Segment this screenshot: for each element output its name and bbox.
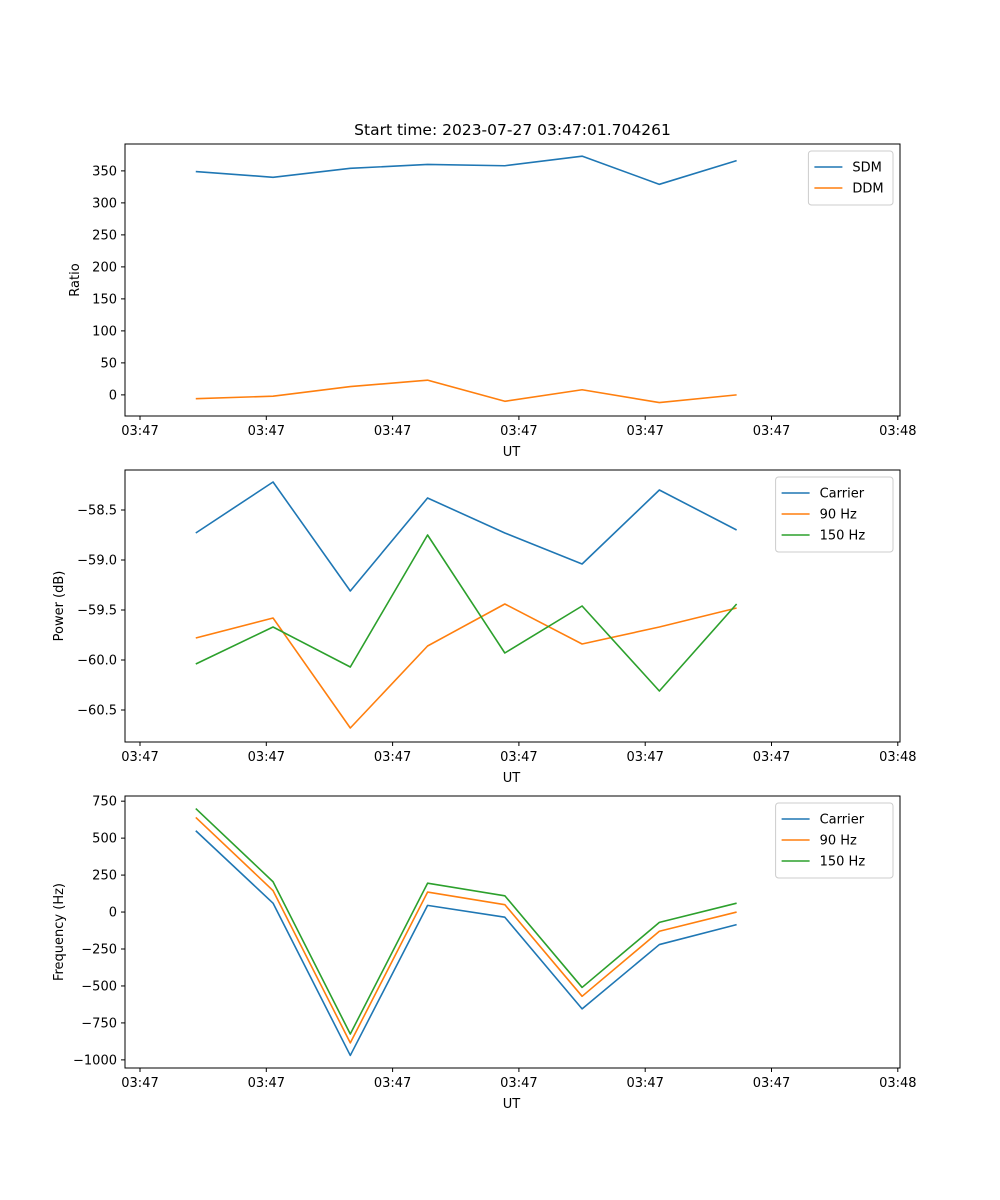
y-tick-label: −250 bbox=[81, 943, 117, 958]
legend-label-carrier: Carrier bbox=[820, 813, 865, 828]
chart-panel-1: 03:47 03:47 03:47 03:47 03:47 03:47 03:48 0 50 10… bbox=[68, 121, 917, 460]
y-tick-label: 0 bbox=[109, 388, 117, 403]
x-tick-label: 03:47 bbox=[248, 750, 285, 765]
x-axis-label: UT bbox=[503, 1097, 521, 1112]
legend-label-ddm: DDM bbox=[852, 182, 883, 197]
plot-frame bbox=[124, 795, 901, 1069]
y-tick-label: 250 bbox=[92, 228, 117, 243]
y-tick-label: 300 bbox=[92, 196, 117, 211]
legend-label-150-hz: 150 Hz bbox=[820, 855, 866, 870]
legend-box bbox=[807, 150, 894, 206]
x-tick-label: 03:47 bbox=[753, 424, 790, 439]
x-tick-label: 03:47 bbox=[374, 1076, 411, 1091]
chart-panel-3: 03:47 03:47 03:47 03:47 03:47 03:47 03:48 −1000… bbox=[52, 795, 917, 1112]
y-axis-label: Frequency (Hz) bbox=[52, 883, 67, 981]
x-tick-label: 03:47 bbox=[248, 1076, 285, 1091]
chart-title: Start time: 2023-07-27 03:47:01.704261 bbox=[354, 121, 671, 139]
x-tick-label: 03:47 bbox=[374, 424, 411, 439]
plot-frame bbox=[124, 143, 901, 417]
series-line-150-hz bbox=[195, 534, 738, 692]
legend-label-150-hz: 150 Hz bbox=[820, 529, 866, 544]
series-line-carrier bbox=[195, 481, 737, 592]
x-tick-label: 03:47 bbox=[374, 750, 411, 765]
y-tick-label: 150 bbox=[92, 292, 117, 307]
series-line-carrier bbox=[195, 830, 737, 1057]
series-line-90-hz bbox=[195, 816, 737, 1044]
legend: Carrier 90 Hz 150 Hz bbox=[775, 476, 894, 553]
y-tick-label: 750 bbox=[92, 795, 117, 810]
x-tick-label: 03:47 bbox=[500, 1076, 537, 1091]
x-axis-label: UT bbox=[503, 445, 521, 460]
y-tick-label: −60.0 bbox=[77, 654, 117, 669]
x-tick-label: 03:47 bbox=[753, 750, 790, 765]
legend-label-90-hz: 90 Hz bbox=[820, 508, 857, 523]
legend-box bbox=[775, 802, 894, 879]
y-tick-label: 500 bbox=[92, 832, 117, 847]
y-tick-label: 350 bbox=[92, 164, 117, 179]
y-tick-label: 0 bbox=[109, 906, 117, 921]
series-line-ddm bbox=[195, 379, 737, 404]
plot-frame bbox=[124, 469, 901, 743]
series-line-sdm bbox=[195, 155, 737, 186]
legend-label-90-hz: 90 Hz bbox=[820, 834, 857, 849]
y-tick-label: −1000 bbox=[73, 1053, 117, 1068]
x-tick-label: 03:47 bbox=[626, 424, 663, 439]
series-line-90-hz bbox=[195, 603, 737, 729]
y-tick-label: −60.5 bbox=[77, 704, 117, 719]
y-tick-label: 250 bbox=[92, 869, 117, 884]
x-tick-label: 03:47 bbox=[500, 750, 537, 765]
x-tick-label: 03:47 bbox=[753, 1076, 790, 1091]
legend: Carrier 90 Hz 150 Hz bbox=[775, 802, 894, 879]
x-tick-label: 03:48 bbox=[879, 424, 916, 439]
x-tick-label: 03:47 bbox=[248, 424, 285, 439]
legend-box bbox=[775, 476, 894, 553]
y-tick-label: −750 bbox=[81, 1016, 117, 1031]
x-tick-label: 03:47 bbox=[121, 750, 158, 765]
y-tick-label: 200 bbox=[92, 260, 117, 275]
legend-label-carrier: Carrier bbox=[820, 487, 865, 502]
x-tick-label: 03:47 bbox=[121, 424, 158, 439]
y-tick-label: −500 bbox=[81, 979, 117, 994]
x-axis-label: UT bbox=[503, 771, 521, 786]
y-axis-label: Power (dB) bbox=[52, 571, 67, 642]
legend: SDM DDM bbox=[807, 150, 894, 206]
x-tick-label: 03:47 bbox=[626, 1076, 663, 1091]
legend-label-sdm: SDM bbox=[852, 161, 881, 176]
x-tick-label: 03:47 bbox=[626, 750, 663, 765]
x-tick-label: 03:48 bbox=[879, 1076, 916, 1091]
y-tick-label: 50 bbox=[100, 356, 117, 371]
y-axis-label: Ratio bbox=[68, 263, 83, 296]
x-tick-label: 03:48 bbox=[879, 750, 916, 765]
x-tick-label: 03:47 bbox=[500, 424, 537, 439]
y-tick-label: −59.0 bbox=[77, 554, 117, 569]
y-tick-label: −59.5 bbox=[77, 604, 117, 619]
y-tick-label: −58.5 bbox=[77, 504, 117, 519]
y-tick-label: 100 bbox=[92, 324, 117, 339]
chart-panel-2: 03:47 03:47 03:47 03:47 03:47 03:47 03:48 −60.5… bbox=[52, 469, 917, 786]
x-tick-label: 03:47 bbox=[121, 1076, 158, 1091]
series-line-150-hz bbox=[195, 807, 737, 1035]
